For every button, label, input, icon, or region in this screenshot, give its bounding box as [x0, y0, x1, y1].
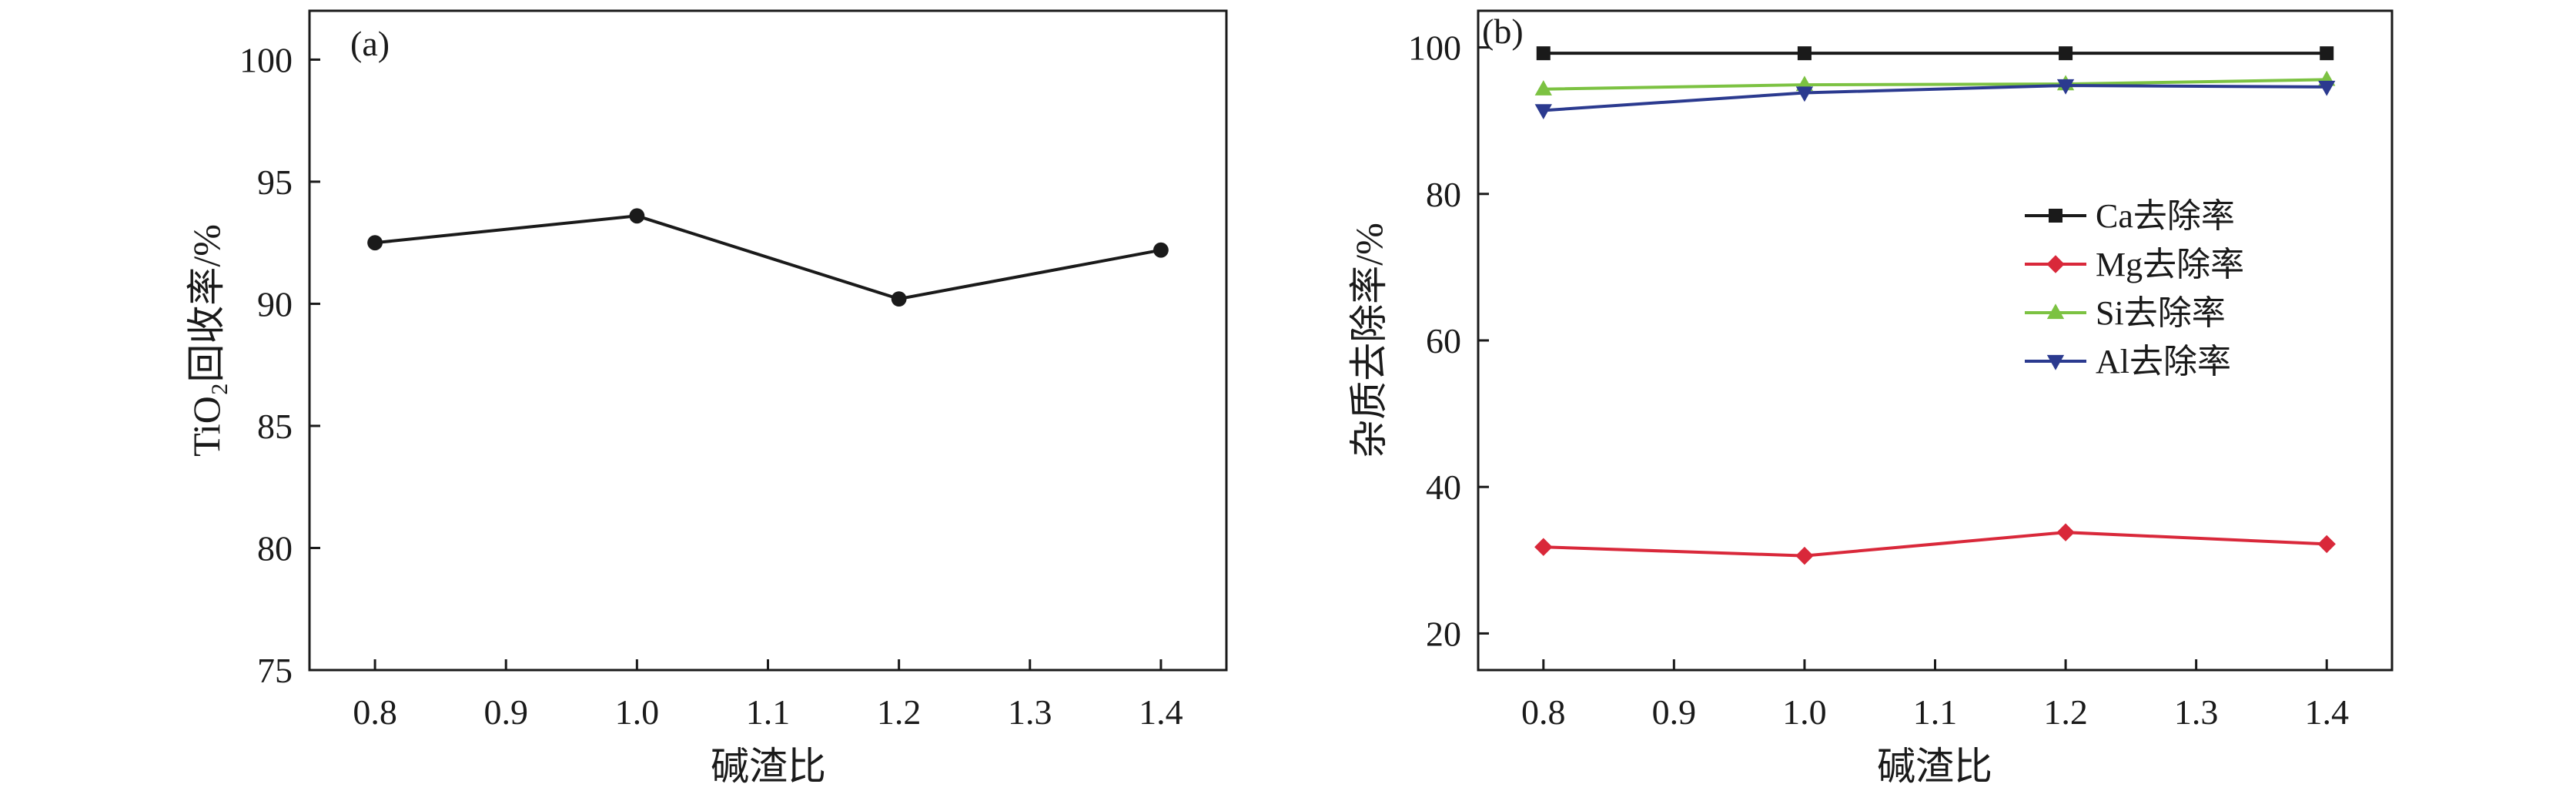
y-tick-label: 100	[239, 40, 293, 79]
legend-item: Mg去除率	[2025, 246, 2244, 283]
y-axis-title: TiO₂回收率/%	[185, 224, 228, 457]
data-point	[2049, 209, 2062, 223]
data-point	[1795, 86, 1814, 102]
legend-item: Si去除率	[2025, 294, 2226, 332]
legend-item: Ca去除率	[2025, 197, 2235, 235]
legend-label: Si去除率	[2096, 294, 2226, 332]
x-tick-label: 1.0	[615, 692, 660, 732]
y-tick-label: 20	[1426, 614, 1461, 653]
data-point	[1795, 546, 1814, 565]
x-tick-label: 1.4	[1139, 692, 1183, 732]
y-tick-label: 95	[257, 163, 293, 202]
series-1	[1536, 46, 2334, 61]
y-tick-label: 75	[257, 651, 293, 690]
data-point	[2059, 46, 2073, 61]
x-tick-label: 0.9	[1652, 692, 1697, 732]
panel-label: (b)	[1482, 12, 1524, 51]
data-point	[1534, 80, 1552, 96]
x-tick-label: 1.0	[1782, 692, 1827, 732]
series-line	[374, 214, 1162, 301]
x-tick-label: 0.9	[483, 692, 528, 732]
x-axis-title: 碱渣比	[711, 745, 826, 788]
data-point	[2046, 255, 2065, 273]
data-point	[2046, 303, 2065, 320]
data-point	[2046, 354, 2065, 370]
y-tick-label: 80	[257, 528, 293, 568]
panel-a: 0.8 0.9 1.0 1.1 1.2 1.3 1.4 75 80 85 90 95 100 碱渣比 TiO…	[185, 9, 1228, 788]
x-tick-label: 1.3	[1008, 692, 1052, 732]
x-tick-label: 0.8	[1521, 692, 1566, 732]
data-point	[1534, 538, 1553, 556]
series-1	[367, 208, 1169, 307]
x-tick-label: 1.1	[746, 692, 791, 732]
y-tick-label: 90	[257, 284, 293, 323]
series-4	[1534, 79, 2336, 120]
data-point	[1534, 104, 1552, 120]
data-point	[367, 235, 383, 251]
x-axis-title: 碱渣比	[1877, 745, 1992, 788]
legend: Ca去除率 Mg去除率 Si去除率 Al去除率	[2025, 197, 2244, 380]
data-point	[1536, 46, 1551, 61]
data-point	[2056, 79, 2075, 95]
series-line	[1543, 531, 2327, 558]
series-line	[1543, 78, 2327, 91]
plot-frame	[1477, 9, 2394, 672]
y-tick-label: 80	[1426, 175, 1461, 214]
data-point	[1153, 242, 1169, 258]
legend-label: Mg去除率	[2096, 246, 2244, 283]
legend-item: Al去除率	[2025, 343, 2231, 380]
panel-label: (a)	[350, 24, 390, 63]
data-point	[891, 291, 907, 307]
x-tick-label: 1.2	[877, 692, 922, 732]
x-tick-label: 1.2	[2043, 692, 2088, 732]
data-point	[2317, 535, 2336, 554]
data-point	[2056, 523, 2075, 541]
x-tick-label: 1.1	[1913, 692, 1958, 732]
data-point	[2320, 46, 2334, 61]
y-axis-title: 杂质去除率/%	[1347, 223, 1390, 458]
y-tick-label: 100	[1408, 28, 1461, 68]
data-point	[629, 208, 645, 224]
plot-frame	[308, 9, 1228, 672]
data-point	[2318, 80, 2336, 96]
series-2	[1534, 523, 2336, 565]
legend-label: Al去除率	[2096, 343, 2231, 380]
legend-label: Ca去除率	[2096, 197, 2235, 235]
y-tick-label: 40	[1426, 468, 1461, 507]
panel-b: 0.8 0.9 1.0 1.1 1.2 1.3 1.4 20 40 60 80 100 碱渣比 杂质去除率…	[1347, 9, 2394, 788]
x-tick-label: 0.8	[353, 692, 397, 732]
series-line	[1543, 84, 2327, 112]
x-tick-label: 1.3	[2174, 692, 2219, 732]
y-tick-label: 60	[1426, 321, 1461, 360]
series-3	[1534, 70, 2336, 96]
data-point	[1797, 46, 1812, 61]
y-tick-label: 85	[257, 407, 293, 446]
x-tick-label: 1.4	[2304, 692, 2349, 732]
